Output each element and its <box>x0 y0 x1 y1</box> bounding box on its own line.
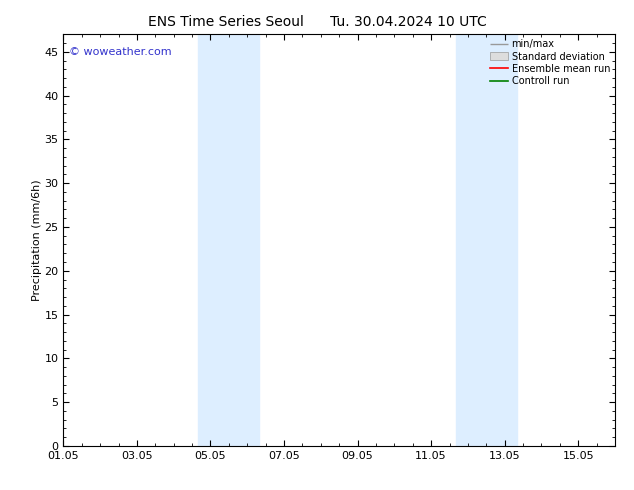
Bar <box>456 34 517 446</box>
Legend: min/max, Standard deviation, Ensemble mean run, Controll run: min/max, Standard deviation, Ensemble me… <box>488 36 613 89</box>
Text: ENS Time Series Seoul      Tu. 30.04.2024 10 UTC: ENS Time Series Seoul Tu. 30.04.2024 10 … <box>148 15 486 29</box>
Text: © woweather.com: © woweather.com <box>69 47 172 57</box>
Bar <box>198 34 259 446</box>
Y-axis label: Precipitation (mm/6h): Precipitation (mm/6h) <box>32 179 42 301</box>
